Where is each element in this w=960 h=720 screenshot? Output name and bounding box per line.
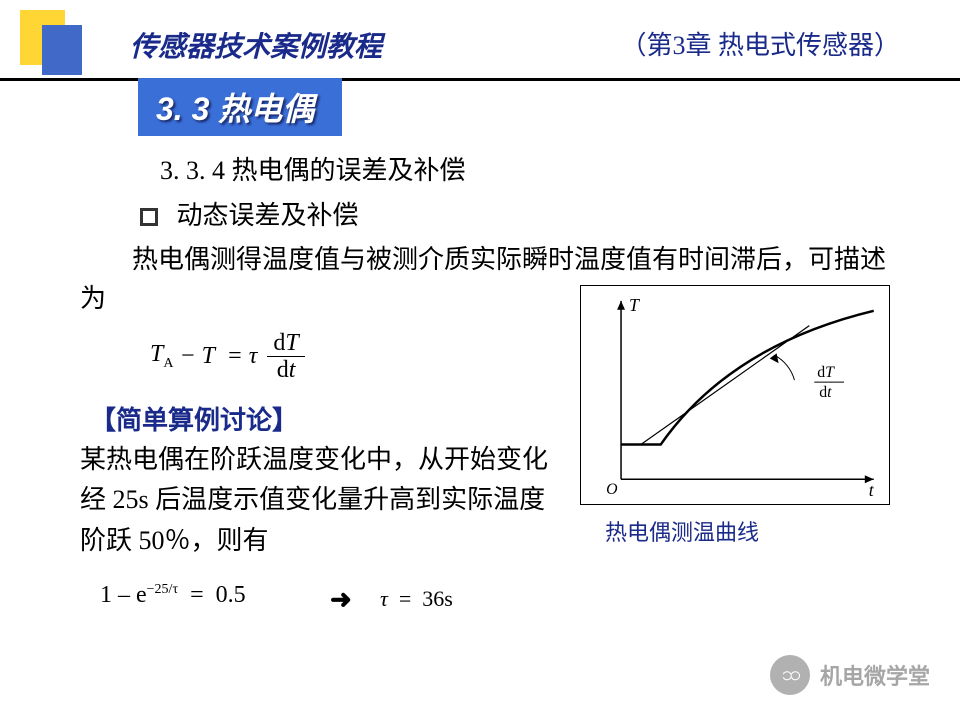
chapter-title: （第3章 热电式传感器）	[620, 25, 900, 62]
bullet-text: 动态误差及补偿	[177, 201, 359, 230]
discussion-label: 【简单算例讨论】	[90, 400, 298, 437]
subsection-title: 3. 3. 4 热电偶的误差及补偿	[160, 150, 466, 187]
graph-container: T t O dT dt	[580, 285, 890, 505]
thermocouple-curve-chart: T t O dT dt	[581, 286, 889, 504]
arrow-icon: ➜	[330, 584, 352, 615]
bullet-item: 动态误差及补偿	[140, 195, 359, 232]
svg-text:dT: dT	[817, 364, 835, 381]
slide-header: 传感器技术案例教程 （第3章 热电式传感器）	[0, 0, 960, 80]
logo	[20, 10, 90, 70]
eq1-rest: − T = τ	[173, 343, 263, 370]
eq3-tau: τ	[380, 586, 388, 611]
eq2-rhs: = 0.5	[178, 582, 246, 608]
equation-1: TA − T = τ dT dt	[150, 330, 309, 384]
section-banner: 3. 3 热电偶	[138, 78, 342, 136]
watermark-text: 机电微学堂	[820, 659, 930, 691]
eq1-Ta: TA	[150, 341, 173, 372]
graph-caption: 热电偶测温曲线	[605, 515, 759, 547]
svg-text:dt: dt	[819, 384, 832, 401]
watermark-icon: ၁၁	[770, 655, 810, 695]
origin-label: O	[606, 481, 618, 498]
equation-2: 1 – e−25/τ = 0.5	[100, 582, 246, 609]
eq3-rest: = 36s	[388, 586, 453, 611]
logo-blue-rect	[42, 25, 82, 75]
eq2-base: 1 – e	[100, 582, 147, 608]
equation-3: τ = 36s	[380, 586, 453, 612]
x-axis-label: t	[869, 480, 875, 500]
course-title: 传感器技术案例教程	[130, 25, 382, 65]
bullet-square-icon	[140, 208, 158, 226]
eq2-exponent: −25/τ	[147, 582, 178, 597]
paragraph-2: 某热电偶在阶跃温度变化中，从开始变化经 25s 后温度示值变化量升高到实际温度阶…	[80, 440, 560, 561]
y-axis-label: T	[629, 295, 640, 315]
watermark: ၁၁ 机电微学堂	[770, 655, 930, 695]
eq1-fraction: dT dt	[267, 330, 304, 384]
